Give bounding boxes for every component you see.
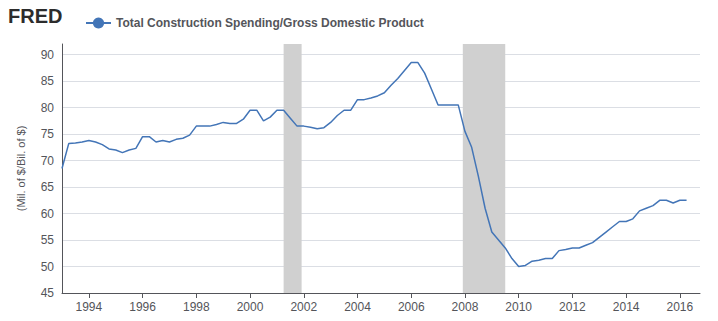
- svg-text:1998: 1998: [183, 300, 210, 314]
- svg-text:80: 80: [41, 101, 55, 115]
- svg-text:2008: 2008: [452, 300, 479, 314]
- svg-text:70: 70: [41, 154, 55, 168]
- svg-text:60: 60: [41, 207, 55, 221]
- svg-text:2014: 2014: [613, 300, 640, 314]
- svg-text:2010: 2010: [505, 300, 532, 314]
- svg-text:2002: 2002: [290, 300, 317, 314]
- svg-text:45: 45: [41, 286, 55, 300]
- svg-text:50: 50: [41, 260, 55, 274]
- svg-text:55: 55: [41, 233, 55, 247]
- svg-text:FRED: FRED: [8, 5, 62, 27]
- svg-text:2012: 2012: [559, 300, 586, 314]
- svg-text:90: 90: [41, 48, 55, 62]
- svg-text:85: 85: [41, 74, 55, 88]
- svg-text:1996: 1996: [129, 300, 156, 314]
- svg-text:65: 65: [41, 180, 55, 194]
- svg-text:Total Construction Spending/Gr: Total Construction Spending/Gross Domest…: [116, 16, 424, 30]
- svg-text:75: 75: [41, 127, 55, 141]
- svg-text:1994: 1994: [76, 300, 103, 314]
- svg-text:2016: 2016: [667, 300, 694, 314]
- svg-text:2006: 2006: [398, 300, 425, 314]
- svg-text:2000: 2000: [237, 300, 264, 314]
- svg-text:2004: 2004: [344, 300, 371, 314]
- svg-text:(Mil. of $/Bil. of $): (Mil. of $/Bil. of $): [15, 126, 27, 212]
